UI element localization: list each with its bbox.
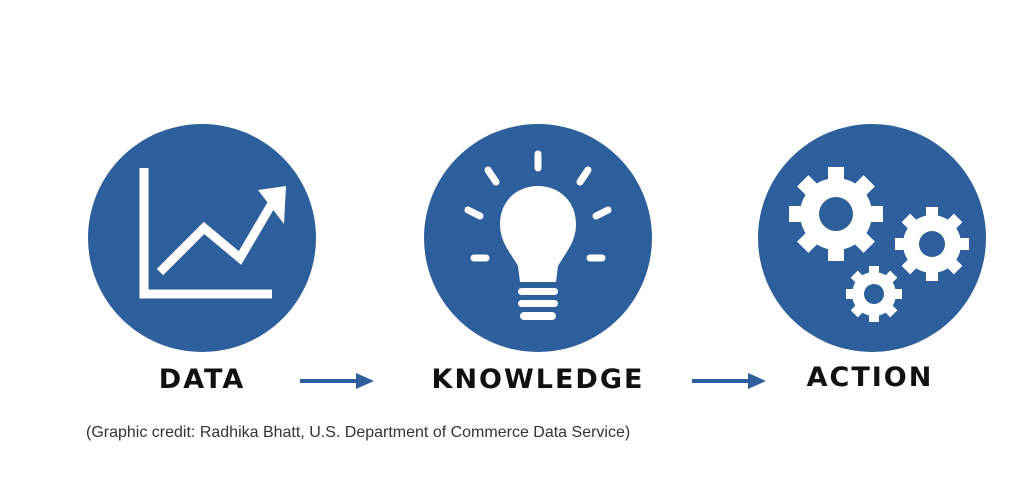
line-chart-icon [139, 168, 286, 299]
lightbulb-icon [464, 150, 612, 320]
action-circle [758, 124, 986, 352]
gear-shape [895, 207, 969, 281]
data-circle [88, 124, 316, 352]
graphic-credit: (Graphic credit: Radhika Bhatt, U.S. Dep… [86, 424, 631, 441]
gears-icon [789, 167, 969, 322]
knowledge-label: KNOWLEDGE [431, 364, 645, 395]
gear-shape [789, 167, 883, 261]
action-label: ACTION [806, 362, 934, 393]
arrow-icon [692, 373, 766, 389]
knowledge-circle [424, 124, 652, 352]
arrow-icon [300, 373, 374, 389]
data-label: DATA [158, 364, 246, 395]
gear-shape [846, 266, 902, 322]
